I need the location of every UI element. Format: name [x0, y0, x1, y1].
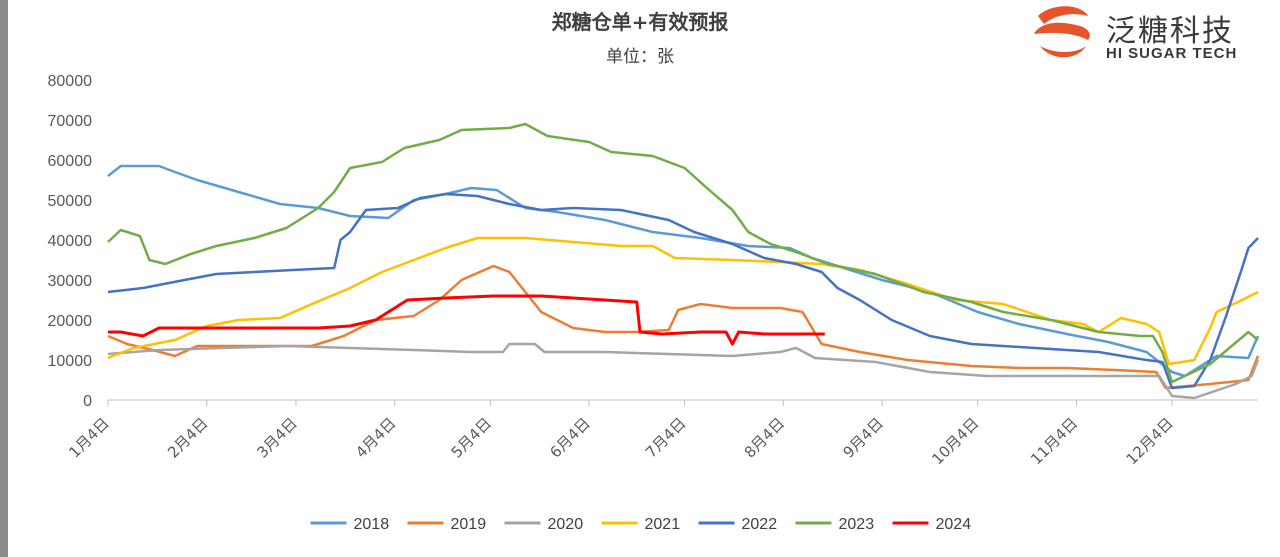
series-line-2022 [107, 192, 1259, 390]
x-tick-label: 7月4日 [642, 414, 689, 461]
legend-label-2023: 2023 [839, 516, 875, 533]
y-tick-label: 20000 [48, 313, 93, 330]
legend-label-2022: 2022 [742, 516, 778, 533]
hi-sugar-logo-icon [1034, 6, 1090, 58]
x-tick-label: 1月4日 [65, 414, 112, 461]
series-line-2021 [107, 236, 1259, 366]
x-tick-label: 5月4日 [448, 414, 495, 461]
brand-logo: 泛糖科技 HI SUGAR TECH [1030, 2, 1275, 64]
legend-label-2019: 2019 [451, 516, 487, 533]
legend-label-2024: 2024 [936, 516, 972, 533]
x-tick-label: 2月4日 [164, 414, 211, 461]
legend-label-2020: 2020 [548, 516, 584, 533]
y-tick-label: 30000 [48, 273, 93, 290]
series-line-2018 [107, 164, 1260, 378]
x-tick-label: 11月4日 [1027, 414, 1081, 468]
legend-label-2021: 2021 [645, 516, 681, 533]
y-tick-label: 40000 [48, 233, 93, 250]
y-tick-label: 10000 [48, 353, 93, 370]
logo-text-cn: 泛糖科技 [1106, 14, 1234, 49]
x-tick-label: 4月4日 [352, 414, 399, 461]
y-tick-label: 50000 [48, 193, 93, 210]
chart-title: 郑糖仓单+有效预报 [551, 10, 729, 34]
x-tick-label: 6月4日 [546, 414, 593, 461]
y-tick-label: 60000 [48, 153, 93, 170]
series-line-2020 [107, 342, 1260, 400]
series-line-2024 [108, 294, 825, 346]
left-border [0, 0, 8, 557]
x-tick-label: 9月4日 [839, 414, 886, 461]
x-tick-label: 10月4日 [928, 414, 982, 468]
logo-text-en: HI SUGAR TECH [1106, 45, 1238, 62]
y-tick-label: 0 [83, 393, 92, 410]
series-line-2023 [107, 122, 1259, 384]
x-tick-label: 12月4日 [1123, 414, 1177, 468]
y-tick-label: 80000 [48, 73, 93, 90]
chart-subtitle: 单位：张 [606, 47, 674, 67]
x-tick-label: 8月4日 [741, 414, 788, 461]
y-tick-label: 70000 [48, 113, 93, 130]
legend-label-2018: 2018 [354, 516, 390, 533]
x-tick-label: 3月4日 [253, 414, 300, 461]
